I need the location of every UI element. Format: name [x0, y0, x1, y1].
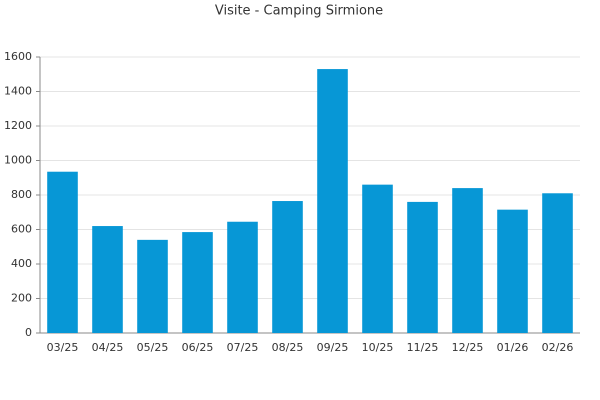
chart-title: Visite - Camping Sirmione [215, 4, 383, 19]
x-tick-label: 07/25 [227, 341, 259, 354]
x-tick-label: 08/25 [272, 341, 304, 354]
y-tick-label: 1600 [4, 50, 32, 63]
x-tick-label: 05/25 [137, 341, 169, 354]
bar [137, 239, 168, 333]
bar [317, 69, 348, 333]
x-tick-label: 03/25 [47, 341, 79, 354]
y-tick-label: 1200 [4, 119, 32, 132]
x-tick-label: 02/26 [542, 341, 574, 354]
y-tick-label: 1000 [4, 154, 32, 167]
bar [452, 188, 483, 333]
bar [497, 209, 528, 333]
y-tick-label: 600 [11, 223, 32, 236]
bar [92, 226, 123, 333]
x-tick-label: 12/25 [452, 341, 484, 354]
x-tick-label: 04/25 [92, 341, 124, 354]
x-tick-label: 06/25 [182, 341, 214, 354]
x-tick-label: 09/25 [317, 341, 349, 354]
bar [362, 184, 393, 333]
bar [182, 232, 213, 333]
y-tick-label: 800 [11, 188, 32, 201]
bar [227, 221, 258, 333]
bar [47, 171, 78, 333]
bar [542, 193, 573, 333]
x-tick-label: 01/26 [497, 341, 529, 354]
x-tick-label: 11/25 [407, 341, 439, 354]
y-tick-label: 200 [11, 292, 32, 305]
y-tick-label: 1400 [4, 85, 32, 98]
bar [272, 201, 303, 333]
y-tick-label: 400 [11, 257, 32, 270]
y-tick-label: 0 [25, 326, 32, 339]
bar [407, 201, 438, 333]
x-tick-label: 10/25 [362, 341, 394, 354]
